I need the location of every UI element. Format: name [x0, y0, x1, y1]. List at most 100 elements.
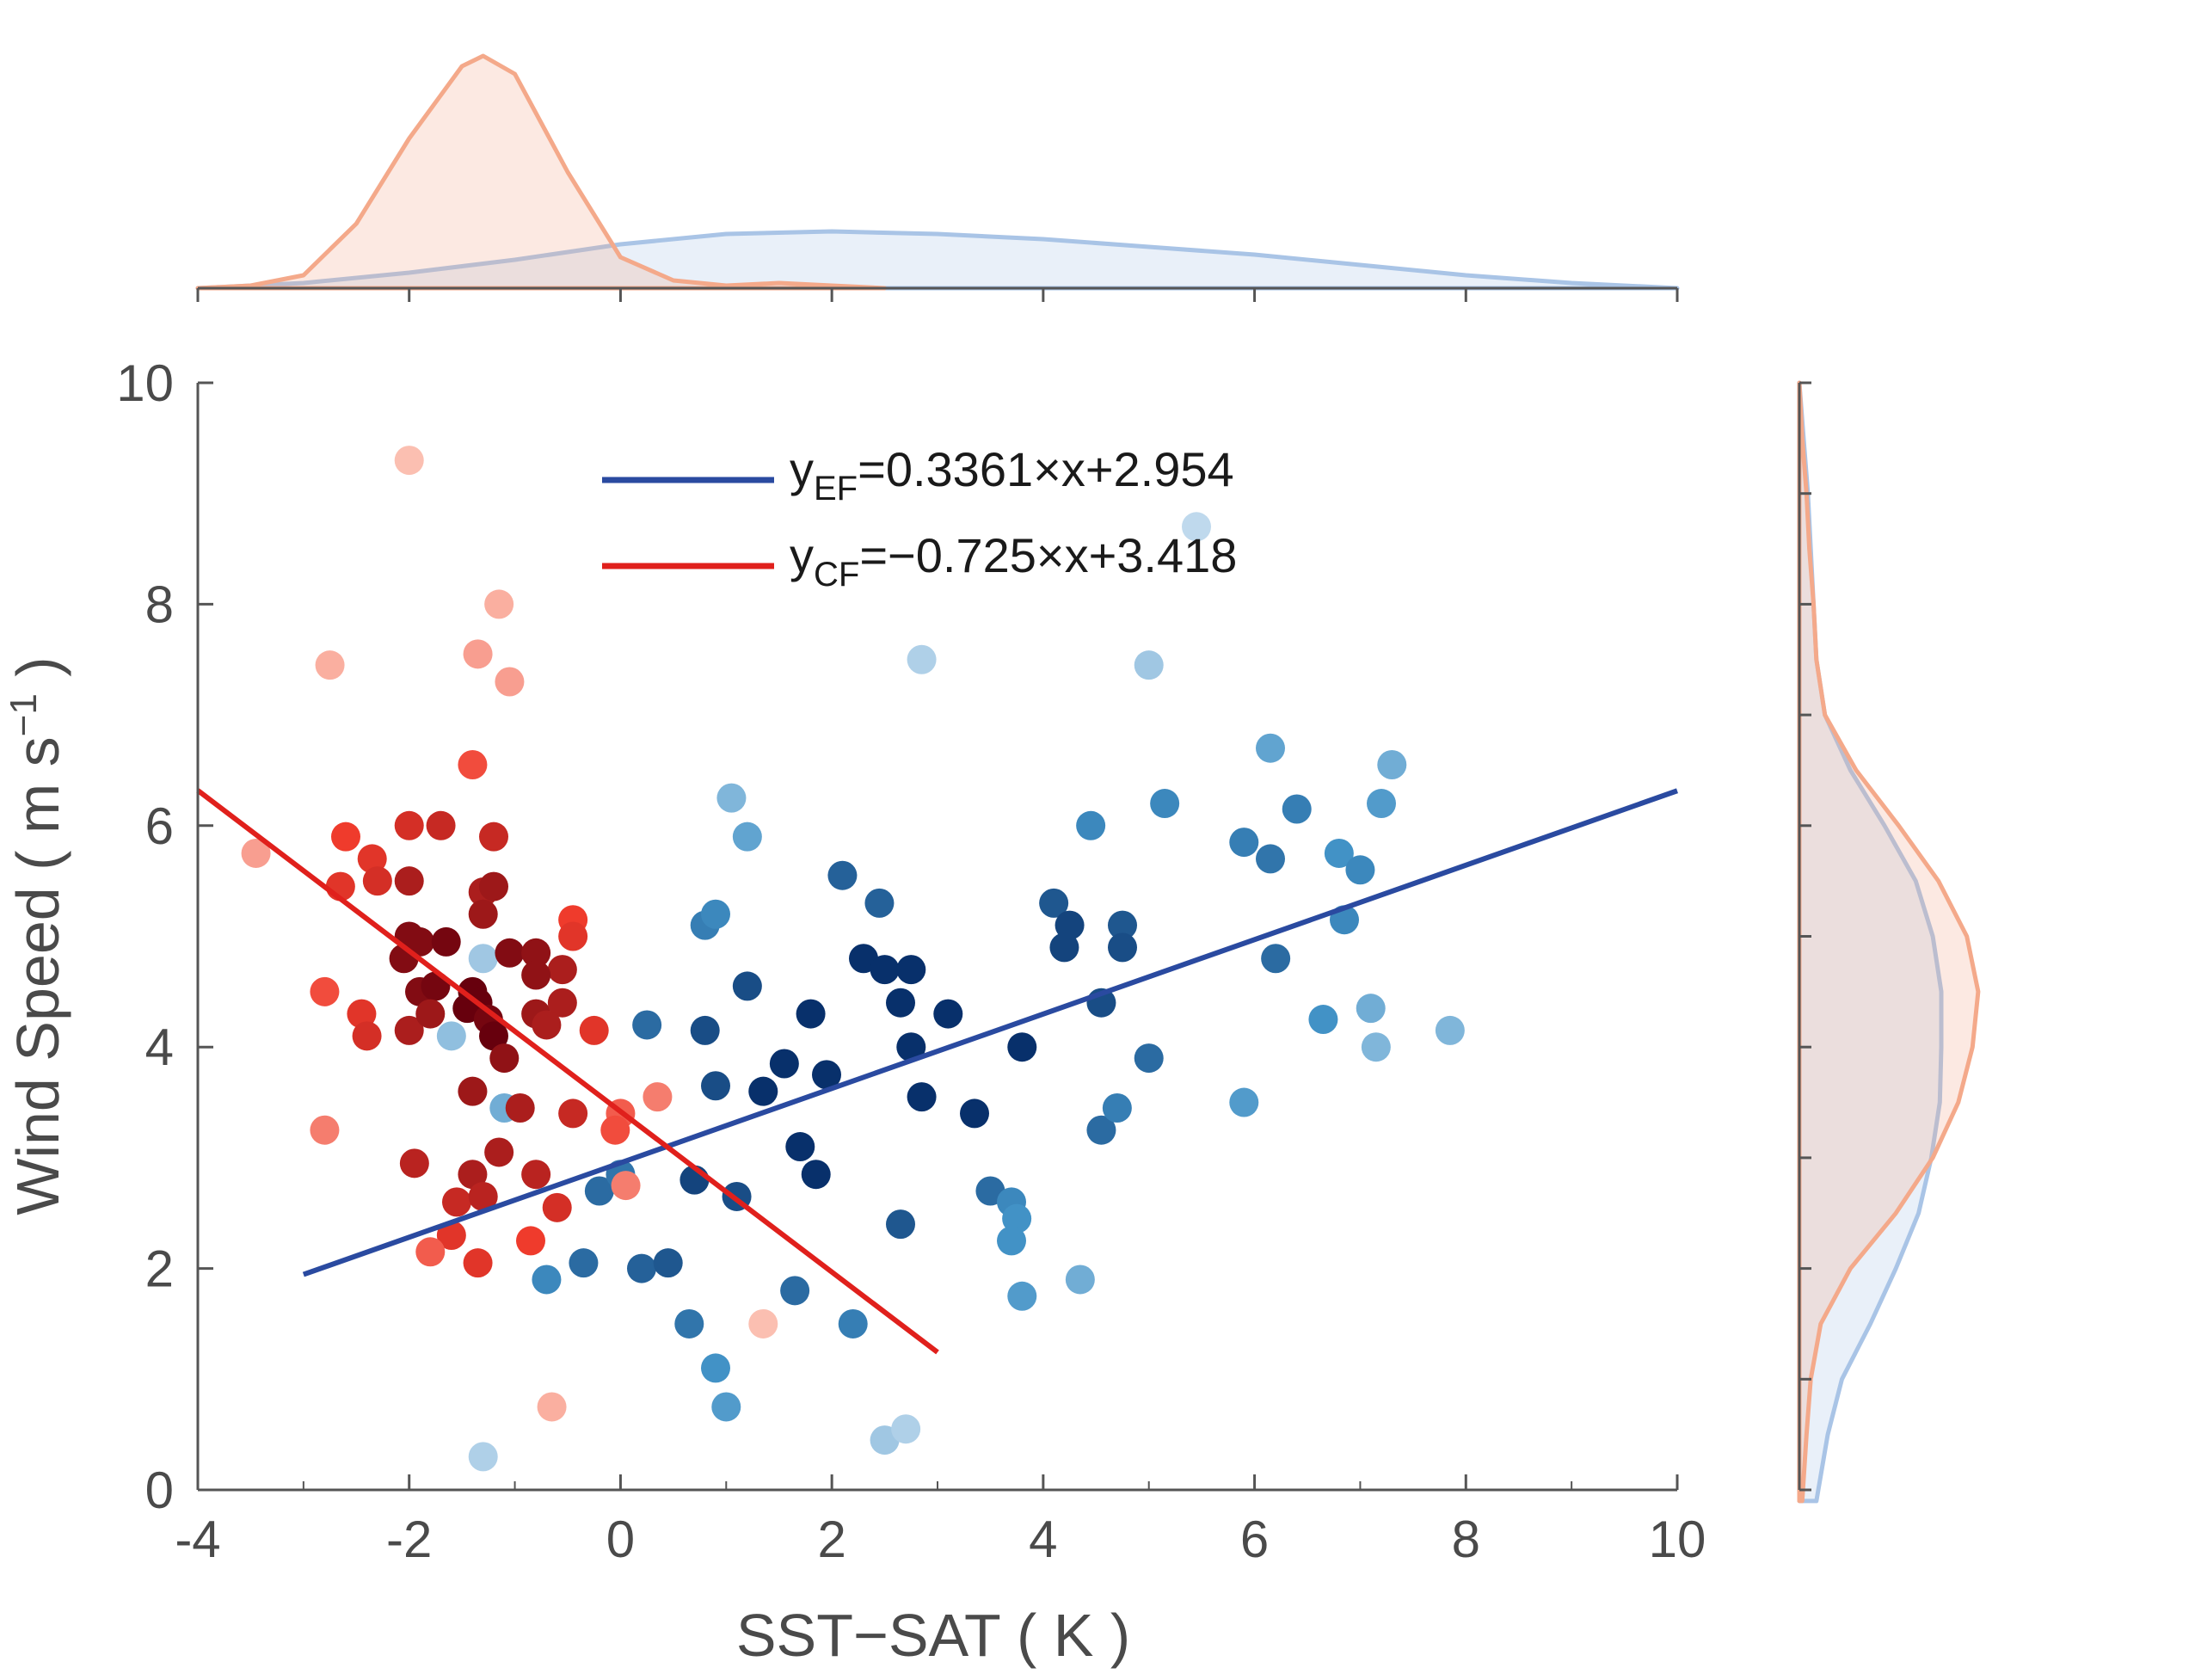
scatter-point-ef [1108, 910, 1137, 940]
scatter-point-ef [701, 1353, 730, 1383]
legend-cf-subscript: CF [814, 556, 859, 594]
scatter-point-cf [463, 1248, 493, 1278]
scatter-point-ef [1007, 1281, 1037, 1311]
scatter-point-cf [431, 926, 461, 957]
scatter-point-ef [796, 999, 826, 1029]
top-density-ef [195, 229, 1680, 291]
scatter-point-cf [241, 838, 271, 868]
scatter-point-cf [315, 650, 345, 680]
scatter-point-cf [479, 871, 508, 902]
y-tick-label: 8 [145, 575, 174, 633]
scatter-point-cf [468, 899, 498, 929]
legend-cf-equation: =−0.725×x+3.418 [859, 528, 1237, 582]
scatter-point-ef [1076, 810, 1106, 840]
legend-ef-equation: =0.3361×x+2.954 [858, 442, 1234, 496]
scatter-point-ef [690, 1015, 720, 1045]
scatter-point-ef [1134, 650, 1164, 680]
scatter-point-ef [1007, 1032, 1037, 1062]
scatter-point-ef [1282, 794, 1312, 824]
scatter-point-ef [896, 1032, 926, 1062]
scatter-point-cf [310, 1115, 340, 1145]
scatter-point-ef [674, 1308, 704, 1338]
scatter-point-ef [436, 1021, 466, 1051]
y-axis-title-superscript: −1 [3, 693, 45, 736]
regression-lines [196, 788, 1678, 1355]
scatter-point-cf [558, 1098, 588, 1129]
right-marginal-axis [1798, 381, 1811, 1492]
scatter-point-cf [479, 1021, 508, 1051]
scatter-point-cf [484, 1137, 514, 1167]
scatter-point-ef [1256, 844, 1285, 874]
scatter-point-ef [1435, 1015, 1465, 1045]
scatter-point-cf [436, 1220, 466, 1250]
scatter-point-ef [886, 1209, 915, 1240]
scatter-point-cf [463, 639, 493, 669]
scatter-point-ef [1261, 944, 1291, 974]
scatter-point-ef [1229, 1087, 1259, 1117]
y-tick-label: 4 [145, 1018, 174, 1076]
scatter-point-ef [785, 1132, 815, 1162]
scatter-point-ef [891, 1414, 921, 1444]
scatter-point-cf [468, 1181, 498, 1211]
scatter-point-cf [415, 1237, 446, 1267]
scatter-point-ef [584, 1176, 614, 1206]
scatter-point-cf [579, 1015, 609, 1045]
scatter-point-cf [558, 921, 588, 951]
scatter-point-ef [1308, 1005, 1338, 1035]
x-tick-label: 0 [606, 1511, 635, 1568]
scatter-point-cf [352, 1021, 382, 1051]
scatter-point-ef [870, 955, 900, 985]
scatter-point-ef [1002, 1203, 1032, 1234]
scatter-point-cf [415, 999, 446, 1029]
scatter-point-cf [489, 1043, 520, 1074]
scatter-point-cf [611, 1171, 641, 1201]
scatter-point-ef [1134, 1043, 1164, 1074]
scatter-point-cf [484, 589, 514, 619]
scatter-point-ef [960, 1098, 989, 1129]
scatter-point-ef [716, 783, 747, 813]
scatter-point-ef [732, 822, 762, 852]
scatter-point-ef [1065, 1265, 1095, 1295]
y-tick-label: 0 [145, 1462, 174, 1519]
scatter-point-cf [458, 750, 488, 780]
scatter-point-ef [653, 1248, 683, 1278]
y-tick-label: 10 [116, 354, 174, 412]
scatter-point-ef [1324, 838, 1354, 868]
scatter-point-cf [458, 1076, 488, 1106]
scatter-point-ef [1102, 1092, 1132, 1123]
scatter-point-ef [748, 1076, 778, 1106]
scatter-point-cf [495, 667, 525, 697]
scatter-point-ef [801, 1160, 831, 1190]
scatter-point-ef [1367, 789, 1396, 819]
scatter-point-cf [394, 1015, 424, 1045]
scatter-point-ef [769, 1049, 799, 1079]
x-tick-label: 8 [1452, 1511, 1480, 1568]
scatter-point-ef [1086, 1115, 1116, 1145]
scatter-point-ef [812, 1060, 841, 1090]
legend: yEF=0.3361×x+2.954 y CF=−0.725×x+3.418 [602, 442, 1237, 594]
scatter-point-ef [1049, 932, 1079, 963]
legend-ef-label: yEF=0.3361×x+2.954 [790, 442, 1234, 508]
ef-fit-line [302, 788, 1678, 1277]
scatter-point-cf [521, 1160, 551, 1190]
scatter-point-cf [394, 866, 424, 896]
scatter-point-ef [532, 1265, 562, 1295]
top-density-cf [195, 53, 888, 291]
scatter-point-ef [701, 1071, 730, 1101]
scatter-point-ef [1229, 828, 1259, 858]
series-ef-points [436, 512, 1465, 1472]
x-tick-label: -2 [386, 1511, 432, 1568]
scatter-point-cf [547, 988, 577, 1018]
scatter-point-cf [394, 810, 424, 840]
y-tick-label: 2 [145, 1240, 174, 1298]
scatter-point-cf [542, 1192, 572, 1222]
y-axis-title-text: Wind Speed ( m s [4, 736, 71, 1215]
y-axis-title: Wind Speed ( m s−1 ) [3, 656, 71, 1215]
scatter-point-ef [1039, 888, 1069, 918]
scatter-point-cf [547, 955, 577, 985]
scatter-point-cf [537, 1392, 567, 1422]
legend-ef-subscript: EF [814, 470, 858, 508]
legend-ef-prefix: y [790, 442, 814, 496]
scatter-point-ef [468, 944, 498, 974]
top-marginal-axis [196, 286, 1679, 302]
